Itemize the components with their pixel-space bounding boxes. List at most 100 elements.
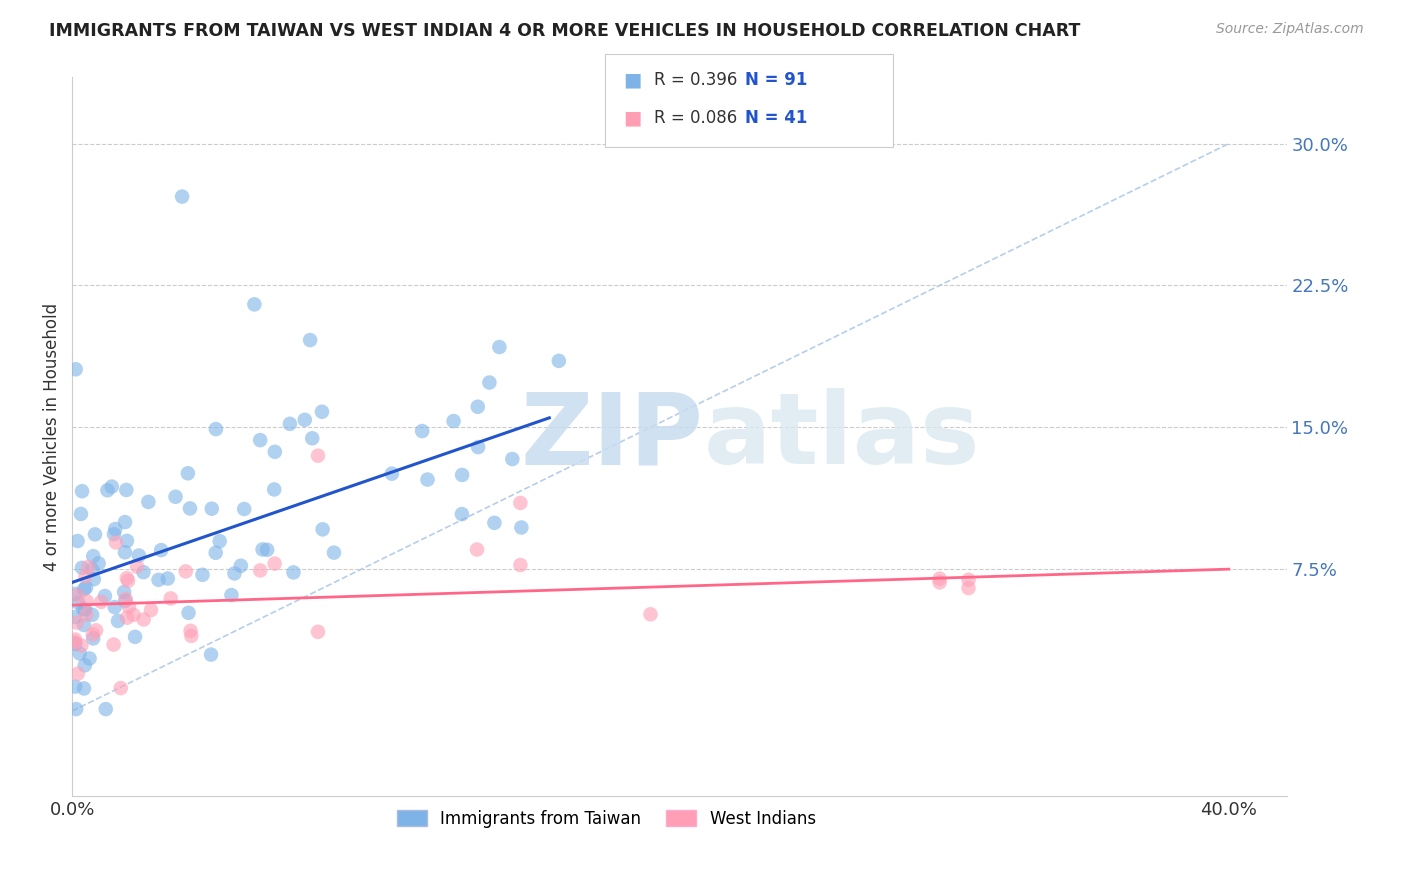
Immigrants from Taiwan	[96, 483, 118, 498]
Immigrants from Taiwan	[484, 516, 506, 530]
Immigrants from Taiwan	[63, 637, 86, 651]
West Indians	[125, 559, 148, 574]
Immigrants from Taiwan	[128, 549, 150, 563]
Immigrants from Taiwan	[201, 501, 224, 516]
Immigrants from Taiwan	[204, 546, 226, 560]
Immigrants from Taiwan	[75, 581, 97, 595]
Immigrants from Taiwan	[138, 495, 160, 509]
Immigrants from Taiwan	[451, 507, 474, 521]
Immigrants from Taiwan	[156, 572, 179, 586]
Immigrants from Taiwan	[150, 543, 173, 558]
West Indians	[957, 581, 980, 595]
Immigrants from Taiwan	[73, 618, 96, 632]
Immigrants from Taiwan	[103, 527, 125, 541]
Immigrants from Taiwan	[263, 483, 285, 497]
West Indians	[115, 571, 138, 585]
West Indians	[249, 563, 271, 577]
Immigrants from Taiwan	[114, 545, 136, 559]
Immigrants from Taiwan	[132, 565, 155, 579]
Immigrants from Taiwan	[172, 189, 194, 203]
West Indians	[103, 638, 125, 652]
West Indians	[180, 624, 202, 638]
Immigrants from Taiwan	[478, 376, 501, 390]
Immigrants from Taiwan	[79, 651, 101, 665]
Immigrants from Taiwan	[224, 566, 246, 581]
Immigrants from Taiwan	[112, 585, 135, 599]
Immigrants from Taiwan	[229, 558, 252, 573]
West Indians	[174, 565, 197, 579]
Immigrants from Taiwan	[200, 648, 222, 662]
Immigrants from Taiwan	[416, 473, 439, 487]
Immigrants from Taiwan	[94, 589, 117, 603]
West Indians	[159, 591, 181, 606]
Text: atlas: atlas	[703, 388, 980, 485]
Immigrants from Taiwan	[82, 607, 104, 622]
Immigrants from Taiwan	[252, 542, 274, 557]
West Indians	[70, 639, 93, 653]
Immigrants from Taiwan	[82, 632, 104, 646]
Immigrants from Taiwan	[70, 484, 93, 499]
West Indians	[63, 632, 86, 647]
Immigrants from Taiwan	[72, 602, 94, 616]
Immigrants from Taiwan	[115, 483, 138, 497]
Immigrants from Taiwan	[283, 566, 305, 580]
Immigrants from Taiwan	[63, 680, 86, 694]
Immigrants from Taiwan	[510, 520, 533, 534]
Immigrants from Taiwan	[73, 582, 96, 597]
Immigrants from Taiwan	[115, 533, 138, 548]
Immigrants from Taiwan	[165, 490, 187, 504]
West Indians	[509, 496, 531, 510]
Text: IMMIGRANTS FROM TAIWAN VS WEST INDIAN 4 OR MORE VEHICLES IN HOUSEHOLD CORRELATIO: IMMIGRANTS FROM TAIWAN VS WEST INDIAN 4 …	[49, 22, 1081, 40]
West Indians	[115, 610, 138, 624]
Text: N = 91: N = 91	[745, 71, 807, 89]
West Indians	[928, 575, 950, 590]
Immigrants from Taiwan	[66, 534, 89, 549]
Text: N = 41: N = 41	[745, 109, 807, 127]
Immigrants from Taiwan	[63, 610, 86, 624]
Immigrants from Taiwan	[148, 573, 170, 587]
West Indians	[132, 612, 155, 626]
Immigrants from Taiwan	[278, 417, 301, 431]
Immigrants from Taiwan	[104, 600, 127, 615]
Immigrants from Taiwan	[221, 588, 243, 602]
West Indians	[75, 569, 97, 583]
West Indians	[180, 629, 202, 643]
Text: R = 0.396: R = 0.396	[654, 71, 737, 89]
West Indians	[139, 603, 162, 617]
Immigrants from Taiwan	[67, 596, 90, 610]
Immigrants from Taiwan	[82, 549, 104, 564]
Legend: Immigrants from Taiwan, West Indians: Immigrants from Taiwan, West Indians	[391, 803, 823, 835]
Immigrants from Taiwan	[301, 431, 323, 445]
Immigrants from Taiwan	[69, 647, 91, 661]
Immigrants from Taiwan	[256, 542, 278, 557]
West Indians	[77, 560, 100, 574]
Text: ■: ■	[623, 108, 641, 128]
Immigrants from Taiwan	[75, 602, 97, 616]
West Indians	[66, 615, 89, 630]
West Indians	[63, 635, 86, 649]
Text: ■: ■	[623, 70, 641, 90]
Immigrants from Taiwan	[65, 362, 87, 376]
West Indians	[928, 572, 950, 586]
Immigrants from Taiwan	[263, 445, 285, 459]
Immigrants from Taiwan	[467, 440, 489, 454]
West Indians	[90, 595, 112, 609]
West Indians	[117, 574, 139, 588]
West Indians	[84, 624, 107, 638]
Immigrants from Taiwan	[205, 422, 228, 436]
West Indians	[66, 588, 89, 602]
West Indians	[307, 624, 329, 639]
Immigrants from Taiwan	[233, 502, 256, 516]
Immigrants from Taiwan	[311, 522, 333, 536]
Immigrants from Taiwan	[443, 414, 465, 428]
Immigrants from Taiwan	[243, 297, 266, 311]
Immigrants from Taiwan	[84, 527, 107, 541]
Immigrants from Taiwan	[323, 546, 346, 560]
Immigrants from Taiwan	[177, 467, 200, 481]
Immigrants from Taiwan	[124, 630, 146, 644]
Text: R = 0.086: R = 0.086	[654, 109, 737, 127]
West Indians	[307, 449, 329, 463]
Immigrants from Taiwan	[488, 340, 510, 354]
Immigrants from Taiwan	[179, 501, 201, 516]
Immigrants from Taiwan	[501, 452, 523, 467]
